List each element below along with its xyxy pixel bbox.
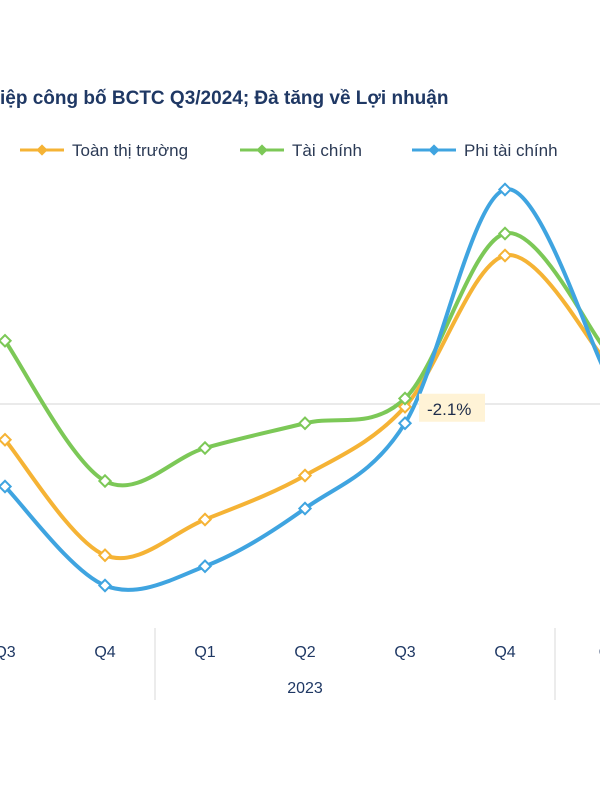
data-point xyxy=(97,548,113,563)
x-tick-label: Q3 xyxy=(394,644,415,661)
x-tick-label: Q xyxy=(599,644,600,661)
legend-marker xyxy=(36,144,48,156)
legend-label: Tài chính xyxy=(292,141,362,160)
legend-label: Phi tài chính xyxy=(464,141,558,160)
series-line xyxy=(3,231,600,488)
legend-item: Phi tài chính xyxy=(412,141,558,160)
x-axis: Q3 Q4 Q1 Q2 Q3 Q4 Q 2023 xyxy=(0,628,600,700)
series-line xyxy=(3,187,600,592)
data-point xyxy=(97,473,113,489)
data-point xyxy=(297,416,313,431)
legend-label: Toàn thị trường xyxy=(72,141,188,160)
data-point xyxy=(297,501,313,516)
annotation-layer: -2.1% xyxy=(419,393,485,422)
legend-item: Toàn thị trường xyxy=(20,141,188,160)
legend: Toàn thị trường Tài chính Phi tài chính xyxy=(20,141,558,160)
legend-marker xyxy=(256,144,268,156)
x-tick-label: Q4 xyxy=(494,644,515,661)
data-point xyxy=(0,479,13,494)
annotation-box xyxy=(419,393,485,422)
x-tick-label: Q2 xyxy=(294,644,315,661)
legend-marker xyxy=(428,144,440,156)
data-point xyxy=(497,182,513,197)
data-point xyxy=(397,399,413,414)
data-point xyxy=(97,578,113,593)
series-lines-layer xyxy=(3,187,600,592)
x-tick-label: Q4 xyxy=(94,644,115,661)
legend-item: Tài chính xyxy=(240,141,362,160)
data-point xyxy=(397,391,413,406)
data-point xyxy=(397,416,413,431)
data-point xyxy=(497,248,513,263)
x-group-label: 2023 xyxy=(287,680,323,697)
annotation-text: -2.1% xyxy=(427,400,471,419)
data-point xyxy=(297,468,313,483)
data-point xyxy=(497,226,513,241)
data-point xyxy=(0,333,13,348)
chart-title: iệp công bố BCTC Q3/2024; Đà tăng về Lợi… xyxy=(0,88,449,109)
x-tick-label: Q3 xyxy=(0,644,16,661)
data-point xyxy=(197,559,213,574)
data-point xyxy=(0,432,13,447)
data-point xyxy=(197,512,213,527)
data-point xyxy=(197,440,213,456)
series-points-layer xyxy=(0,182,513,593)
x-tick-label: Q1 xyxy=(194,644,215,661)
annotation-label: -2.1% xyxy=(419,393,485,422)
